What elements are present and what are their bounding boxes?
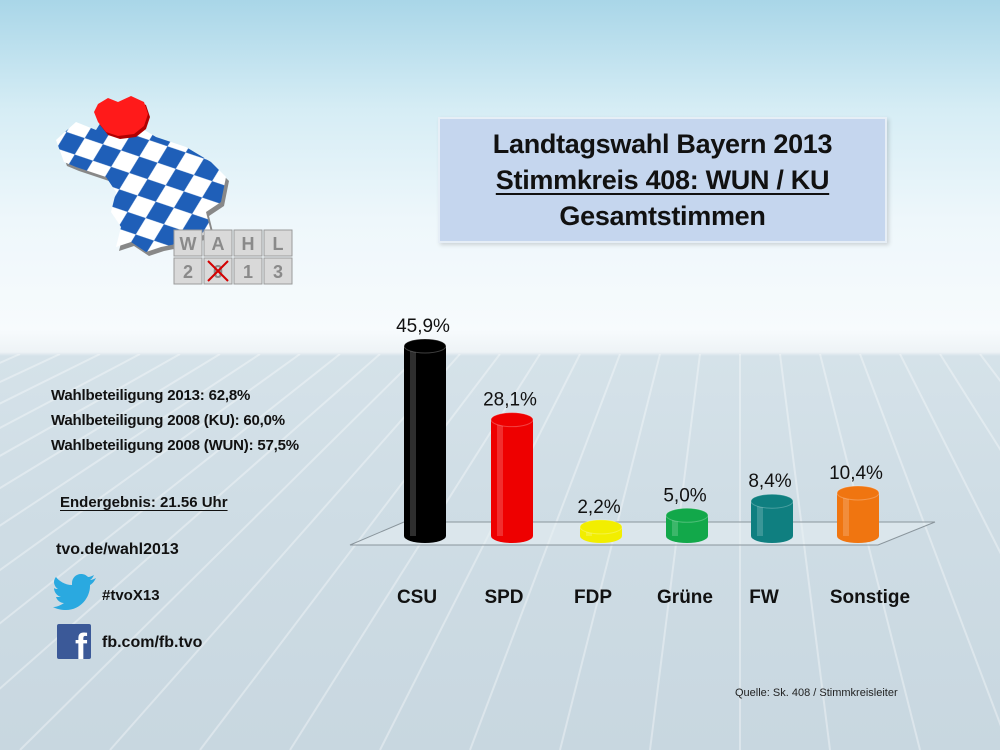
- logo-block: [233, 257, 263, 285]
- floor-line: [899, 354, 1000, 555]
- title-line-1: Landtagswahl Bayern 2013: [492, 129, 833, 159]
- bavaria-map-icon: WAHL2013: [56, 96, 293, 285]
- floor-lines: [0, 354, 1000, 750]
- floor-line: [0, 354, 181, 457]
- logo-block-letter: H: [242, 234, 255, 254]
- floor-line: [979, 354, 1000, 383]
- floor-line: [199, 354, 501, 750]
- wahl-2013-logo: WAHL2013: [36, 92, 306, 292]
- title-line-2: Stimmkreis 408: WUN / KU: [495, 165, 830, 195]
- floor-line: [109, 354, 461, 750]
- bar-top: [403, 338, 447, 354]
- turnout-2008-ku: Wahlbeteiligung 2008 (KU): 60,0%: [51, 412, 285, 429]
- floor-line: [379, 354, 581, 750]
- floor-line: [289, 354, 541, 750]
- source-note: Quelle: Sk. 408 / Stimmkreisleiter: [735, 687, 898, 699]
- logo-block: [233, 229, 263, 257]
- floor-line: [469, 354, 621, 750]
- website-link[interactable]: tvo.de/wahl2013: [56, 541, 179, 558]
- logo-block-letter: 3: [273, 262, 283, 282]
- twitter-bird-icon: [52, 574, 96, 610]
- floor-line: [559, 354, 661, 750]
- logo-block: [263, 229, 293, 257]
- floor-line: [0, 354, 301, 572]
- floor-line: [859, 354, 1000, 727]
- turnout-2013: Wahlbeteiligung 2013: 62,8%: [51, 387, 251, 404]
- ballot-cross: [207, 260, 229, 282]
- floor-line: [0, 354, 341, 625]
- twitter-handle[interactable]: #tvoX13: [102, 587, 160, 604]
- final-result-time: Endergebnis: 21.56 Uhr: [60, 494, 228, 511]
- floor-line: [19, 354, 421, 750]
- floor-line: [0, 354, 261, 527]
- floor-line: [939, 354, 1000, 451]
- title-box: Landtagswahl Bayern 2013 Stimmkreis 408:…: [438, 117, 887, 243]
- logo-block-letter: L: [273, 234, 284, 254]
- floor-line: [0, 354, 141, 430]
- floor-line: [819, 354, 921, 750]
- floor-line: [779, 354, 831, 750]
- logo-block: [173, 229, 203, 257]
- logo-block: [173, 257, 203, 285]
- floor-line: [0, 354, 221, 490]
- logo-block: [263, 257, 293, 285]
- facebook-link[interactable]: fb.com/fb.tvo: [102, 634, 203, 651]
- floor-background: [0, 354, 1000, 750]
- logo-block-letter: A: [212, 234, 225, 254]
- logo-block-letter: 2: [183, 262, 193, 282]
- logo-block: [203, 229, 233, 257]
- floor-line: [649, 354, 701, 750]
- logo-block-letter: 1: [243, 262, 253, 282]
- floor-line: [0, 354, 381, 690]
- title-line-3: Gesamtstimmen: [559, 201, 766, 231]
- floor-line: [0, 354, 21, 364]
- facebook-icon: f: [57, 624, 91, 659]
- data-label: 45,9%: [396, 316, 450, 337]
- turnout-2008-wun: Wahlbeteiligung 2008 (WUN): 57,5%: [51, 437, 299, 454]
- logo-block-letter: W: [180, 234, 197, 254]
